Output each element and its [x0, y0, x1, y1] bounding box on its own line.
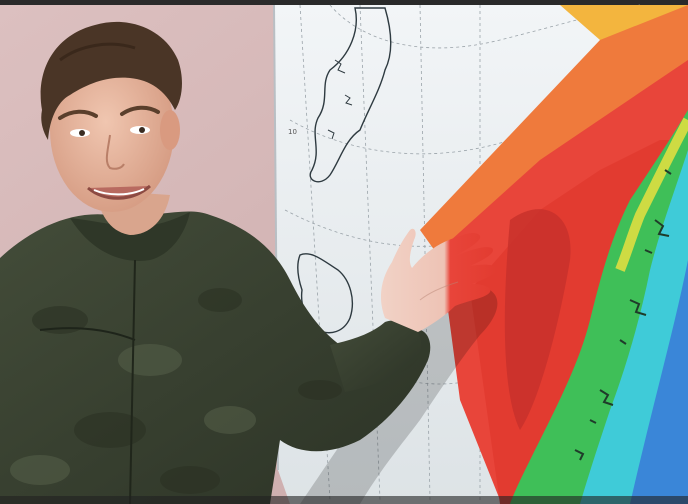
hand [380, 228, 497, 332]
face [50, 48, 174, 212]
map-tick-label: 10 [288, 128, 297, 136]
camo-pattern [10, 288, 342, 494]
person [0, 21, 497, 504]
coastline-north [309, 7, 392, 183]
landmass-spectrum [510, 110, 688, 504]
floor-edge [0, 496, 688, 504]
raised-arm [330, 320, 422, 392]
ceiling-edge [0, 0, 688, 5]
smile [87, 184, 151, 200]
coastline-island [297, 253, 354, 334]
